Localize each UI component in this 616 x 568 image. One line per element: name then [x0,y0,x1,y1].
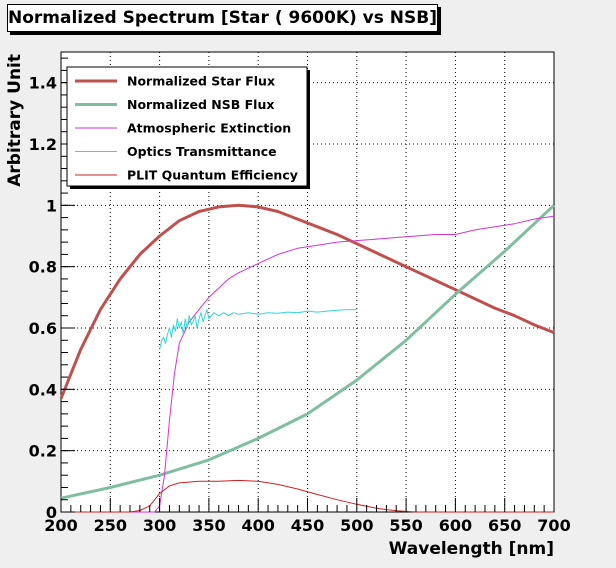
y-tick-label: 0.6 [29,319,57,338]
x-tick-label: 550 [389,516,422,535]
legend-label: Normalized NSB Flux [127,97,274,112]
y-tick-label: 0 [46,503,57,522]
legend: Normalized Star Flux Normalized NSB Flux A… [66,66,310,189]
x-axis-label: Wavelength [nm] [389,539,554,559]
y-tick-label: 1.2 [29,135,57,154]
x-tick-label: 300 [143,516,176,535]
y-tick-label: 0.4 [29,380,57,399]
x-tick-label: 650 [488,516,521,535]
legend-label: Optics Transmittance [127,144,277,159]
x-tick-label: 600 [439,516,472,535]
legend-label: Atmospheric Extinction [127,121,291,136]
x-tick-label: 400 [241,516,274,535]
chart-title: Normalized Spectrum [Star ( 9600K) vs NS… [7,4,438,32]
x-tick-label: 450 [291,516,324,535]
y-axis-label: Arbitrary Unit [5,54,25,187]
x-tick-label: 250 [94,516,127,535]
axes: 200 250 300 350 400 450 500 550 600 650 700 0 0.2 0.4… [29,57,571,535]
legend-label: PLIT Quantum Efficiency [127,168,298,183]
x-tick-label: 200 [44,516,77,535]
x-tick-label: 500 [340,516,373,535]
series-line-normalized-star-flux [59,203,555,400]
series-line-optics-transmittance [159,309,357,350]
x-tick-label: 350 [192,516,225,535]
legend-label: Normalized Star Flux [127,74,275,89]
x-tick-label: 700 [537,516,570,535]
series-line-atmospheric-extinction [61,215,555,513]
legend-box [66,66,308,187]
series-line-normalized-nsb-flux [60,204,556,500]
y-tick-label: 0.8 [29,258,57,277]
y-tick-label: 1 [46,196,57,215]
y-tick-label: 0.2 [29,442,57,461]
y-tick-label: 1.4 [29,74,57,93]
